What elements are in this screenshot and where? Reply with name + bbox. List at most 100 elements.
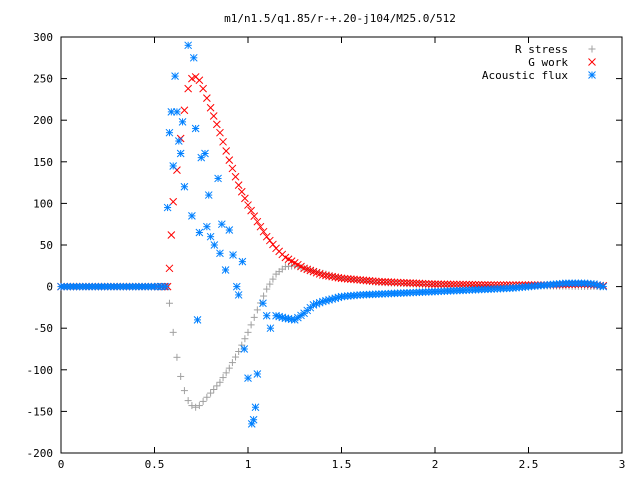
data-point	[421, 279, 430, 288]
data-point	[214, 174, 222, 183]
axis-ticks: 0 0.5 1 1.5 2 2.5 3 300 250 200 150 100 50 0 -50 -100 -1…	[27, 31, 626, 471]
data-point	[206, 103, 215, 112]
data-point	[216, 249, 224, 258]
y-tick-label: -200	[27, 447, 54, 460]
data-point	[235, 347, 243, 355]
series-layer	[57, 41, 608, 428]
data-point	[173, 108, 181, 116]
legend-label: Acoustic flux	[482, 69, 568, 82]
data-point	[424, 279, 433, 288]
data-point	[191, 124, 200, 133]
data-point	[178, 118, 187, 126]
data-point	[599, 282, 608, 291]
data-point	[167, 231, 176, 239]
data-point	[446, 280, 455, 289]
data-point	[195, 76, 204, 85]
data-point	[209, 112, 218, 120]
data-point	[232, 282, 241, 291]
data-point	[165, 264, 174, 273]
data-point	[244, 328, 252, 336]
data-point	[165, 299, 173, 307]
data-point	[322, 271, 330, 280]
y-tick-label: -100	[27, 364, 54, 377]
data-point	[180, 387, 188, 395]
data-point	[443, 280, 452, 289]
data-point	[177, 372, 185, 380]
data-point	[437, 280, 446, 289]
data-point	[237, 187, 246, 196]
data-point	[265, 236, 274, 245]
x-tick-label: 1.5	[332, 458, 352, 471]
data-point	[456, 280, 464, 289]
data-point	[193, 316, 202, 324]
data-point	[249, 415, 258, 424]
y-tick-label: 250	[33, 73, 53, 86]
data-point	[169, 328, 177, 336]
data-point	[331, 273, 340, 282]
legend-marker	[588, 45, 596, 53]
data-point	[371, 277, 380, 286]
data-point	[184, 84, 193, 93]
data-point	[353, 275, 361, 284]
data-point	[222, 369, 230, 377]
data-point	[217, 220, 226, 229]
data-point	[253, 306, 261, 314]
y-tick-label: -150	[27, 405, 54, 418]
data-point	[337, 274, 346, 283]
data-point	[238, 257, 247, 266]
data-point	[313, 268, 321, 276]
x-tick-label: 0.5	[145, 458, 165, 471]
legend-label: R stress	[515, 43, 568, 56]
data-point	[259, 227, 268, 236]
data-point	[201, 149, 209, 158]
data-point	[173, 353, 181, 361]
data-point	[253, 370, 262, 378]
data-point	[203, 94, 211, 103]
data-point	[203, 393, 211, 401]
data-point	[199, 84, 207, 93]
data-point	[263, 285, 271, 293]
data-point	[365, 276, 374, 285]
data-point	[269, 275, 277, 283]
data-point	[318, 271, 327, 279]
x-tick-label: 1	[245, 458, 252, 471]
data-point	[225, 364, 233, 372]
data-point	[174, 137, 183, 145]
data-point	[328, 272, 337, 281]
data-point	[234, 181, 243, 189]
y-tick-label: 0	[46, 281, 53, 294]
data-point	[232, 353, 240, 361]
data-point	[188, 212, 196, 220]
data-point	[356, 276, 365, 284]
data-point	[222, 147, 231, 155]
data-point	[259, 299, 267, 308]
data-point	[216, 378, 224, 386]
data-point	[206, 232, 215, 241]
data-point	[378, 277, 386, 286]
data-point	[409, 279, 418, 287]
data-point	[180, 106, 189, 115]
data-point	[449, 280, 458, 289]
data-point	[207, 389, 215, 397]
data-point	[244, 201, 252, 209]
legend-label: G work	[528, 56, 568, 69]
data-point	[384, 278, 393, 286]
data-point	[459, 280, 467, 289]
data-point	[325, 272, 333, 280]
data-point	[225, 156, 234, 164]
data-point	[403, 279, 411, 287]
data-point	[368, 277, 377, 285]
data-point	[251, 403, 260, 412]
data-point	[431, 280, 439, 288]
data-point	[192, 403, 200, 411]
data-point	[381, 278, 389, 286]
data-point	[260, 292, 268, 300]
data-point	[199, 397, 207, 405]
data-point	[161, 282, 170, 291]
legend-marker	[588, 58, 596, 66]
data-point	[375, 277, 383, 286]
data-point	[256, 222, 265, 231]
data-point	[253, 217, 262, 226]
data-point	[418, 279, 427, 288]
